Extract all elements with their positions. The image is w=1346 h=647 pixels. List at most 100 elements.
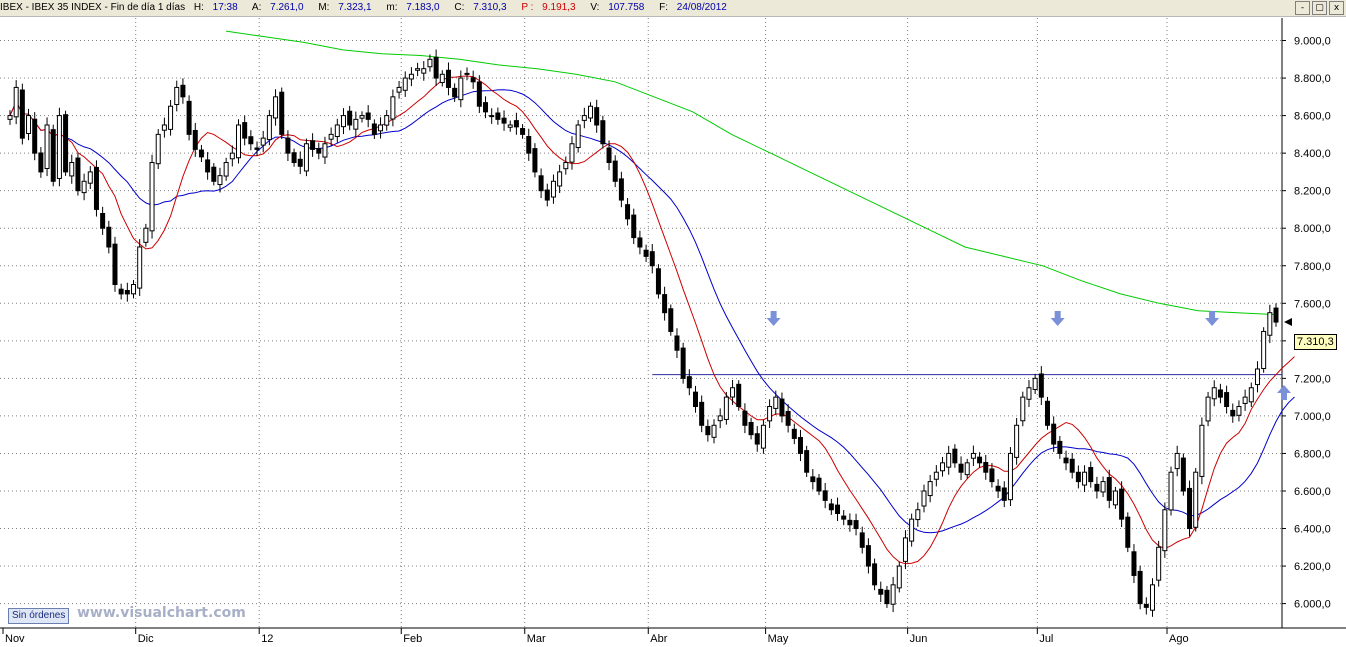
arrow-down-icon	[1050, 311, 1065, 326]
candle-body	[835, 504, 841, 515]
candle-body	[1026, 387, 1032, 400]
candle-body	[557, 171, 563, 187]
candle-body	[637, 237, 643, 248]
candle-body	[1149, 584, 1155, 611]
candle-body	[495, 112, 501, 120]
candle-body	[353, 118, 359, 130]
open-label: A:	[251, 2, 262, 13]
candle-body	[569, 143, 575, 163]
candle-body	[1205, 396, 1211, 422]
last-price-pointer	[1284, 318, 1292, 327]
candle-body	[205, 159, 211, 173]
candle-body	[1137, 570, 1143, 605]
x-axis: Nov Dic 12 Feb Mar Abr May Jun Jul Ago	[2, 628, 1189, 645]
candle-body	[810, 476, 816, 483]
candle-body	[1211, 387, 1217, 400]
y-tick-label: 8.400,0	[1294, 148, 1331, 160]
chart-frame	[0, 18, 1346, 629]
volume-field: V: 107.758	[590, 2, 650, 13]
candle-body	[402, 77, 408, 91]
candle-body	[785, 410, 791, 426]
x-tick-label: Dic	[138, 633, 154, 645]
candle-body	[106, 226, 112, 248]
candle-body	[1143, 603, 1149, 608]
candle-body	[1088, 467, 1094, 483]
candle-body	[526, 136, 532, 154]
candle-body	[476, 81, 482, 107]
candle-body	[415, 68, 421, 71]
candle-body	[87, 171, 93, 184]
candle-body	[347, 110, 353, 126]
candle-body	[995, 485, 1001, 492]
y-axis: 9.000,0 8.800,0 8.600,0 8.400,0 8.200,0 8.000…	[1282, 36, 1331, 611]
candle-body	[26, 115, 32, 134]
candle-body	[742, 410, 748, 426]
candle-body	[464, 72, 470, 75]
candle-body	[674, 335, 680, 351]
candle-body	[828, 503, 834, 511]
candle-body	[1174, 452, 1180, 470]
candle-body	[452, 87, 458, 98]
candle-body	[1069, 458, 1075, 473]
y-tick-label: 6.400,0	[1294, 524, 1331, 536]
candle-body	[445, 69, 451, 88]
candle-body	[483, 102, 489, 113]
candle-body	[1156, 546, 1162, 581]
high-field: M: 7.323,1	[318, 2, 377, 13]
candle-body	[952, 448, 958, 464]
candle-body	[470, 77, 476, 83]
candle-body	[198, 149, 204, 158]
candle-body	[501, 117, 507, 124]
hour-label: H:	[193, 2, 204, 13]
maximize-button[interactable]: ▢	[1312, 1, 1327, 15]
y-tick-label: 6.200,0	[1294, 561, 1331, 573]
candle-body	[872, 563, 878, 586]
candle-body	[705, 425, 711, 436]
candle-body	[19, 89, 25, 139]
candle-body	[532, 148, 538, 173]
no-orders-button[interactable]: Sin órdenes	[8, 608, 70, 624]
candle-body	[662, 294, 668, 314]
minimize-button[interactable]: -	[1295, 1, 1310, 15]
candle-body	[396, 86, 402, 93]
date-label: F:	[659, 2, 669, 13]
close-value: 7.310,3	[473, 2, 507, 13]
candle-body	[124, 289, 130, 295]
y-tick-label: 6.000,0	[1294, 599, 1331, 611]
candle-body	[211, 166, 217, 182]
candle-body	[878, 588, 884, 595]
date-field: F: 24/08/2012	[659, 2, 733, 13]
candle-body	[1217, 389, 1223, 398]
p-label: P :	[521, 2, 534, 13]
candle-body	[865, 545, 871, 567]
candle-body	[1236, 406, 1242, 416]
candle-body	[588, 105, 594, 119]
candle-body	[297, 158, 303, 167]
candle-body	[791, 428, 797, 439]
candle-body	[1119, 488, 1125, 520]
candle-body	[600, 120, 606, 145]
candle-body	[489, 115, 495, 118]
candle-body	[1162, 509, 1168, 552]
candle-body	[544, 189, 550, 201]
candle-body	[1242, 396, 1248, 404]
candle-body	[964, 462, 970, 476]
close-button[interactable]: x	[1329, 1, 1344, 15]
candle-body	[643, 249, 649, 257]
candle-body	[279, 91, 285, 135]
candle-body	[100, 212, 106, 229]
candle-body	[594, 107, 600, 126]
volume-value: 107.758	[608, 2, 645, 13]
candle-body	[161, 124, 167, 131]
candle-body	[217, 175, 223, 186]
candle-body	[93, 166, 99, 210]
candle-body	[365, 112, 371, 120]
candle-body	[186, 100, 192, 135]
candle-body	[1100, 481, 1106, 493]
candle-body	[285, 137, 291, 154]
open-value: 7.261,0	[270, 2, 304, 13]
candle-body	[816, 477, 822, 492]
candle-body	[507, 124, 513, 128]
hour-value: 17:38	[212, 2, 238, 13]
